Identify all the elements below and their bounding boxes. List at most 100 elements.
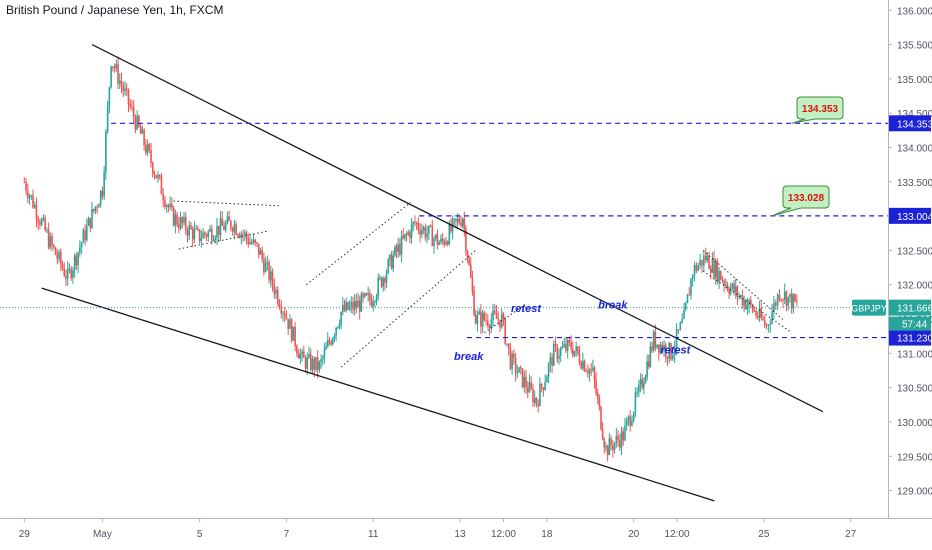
candle-body xyxy=(233,224,236,232)
candle-body xyxy=(256,242,258,244)
candle-body xyxy=(224,223,227,231)
candle-body xyxy=(520,367,522,369)
candle-body xyxy=(796,301,798,303)
candle-body xyxy=(179,217,182,229)
candle-body xyxy=(767,325,770,327)
candle-body xyxy=(415,222,418,224)
candle-body xyxy=(96,206,99,208)
candle-body xyxy=(455,218,457,222)
candle-body xyxy=(357,300,359,308)
candle-body xyxy=(92,209,95,212)
y-tick-label: 129.500 xyxy=(897,452,932,463)
candle-body xyxy=(217,225,220,235)
candle-body xyxy=(453,218,456,220)
candle-body xyxy=(481,312,484,327)
candle-body xyxy=(622,431,625,441)
candle-body xyxy=(219,218,222,235)
candle-body xyxy=(714,261,717,278)
candle-body xyxy=(526,387,529,393)
candle-body xyxy=(382,278,385,287)
candle-body xyxy=(197,228,199,230)
x-tick-label: 7 xyxy=(284,529,290,540)
candle-body xyxy=(596,393,599,399)
pattern-line xyxy=(702,270,791,332)
candle-body xyxy=(26,190,29,199)
candle-body xyxy=(240,233,243,238)
candle-body xyxy=(365,293,368,295)
candle-body xyxy=(686,294,689,304)
candle-body xyxy=(573,351,576,356)
candle-body xyxy=(577,346,579,354)
candle-body xyxy=(568,340,571,343)
candle-body xyxy=(326,340,329,347)
candle-body xyxy=(658,344,660,353)
candle-body xyxy=(636,392,638,394)
candle-body xyxy=(758,308,761,318)
candle-body xyxy=(402,235,405,239)
candle-body xyxy=(257,243,260,255)
candle-body xyxy=(278,303,281,308)
candle-body xyxy=(748,299,750,306)
price-level-label: 131.230 xyxy=(897,334,932,345)
candle-body xyxy=(162,193,164,201)
candle-body xyxy=(223,225,225,231)
candle-body xyxy=(157,174,159,179)
candle-body xyxy=(440,238,442,243)
trendline xyxy=(91,44,824,413)
candle-body xyxy=(141,129,144,134)
candle-body xyxy=(755,311,757,316)
candle-body xyxy=(535,397,538,404)
candle-body xyxy=(598,398,601,407)
candle-body xyxy=(516,372,519,374)
candle-body xyxy=(33,205,36,208)
candle-body xyxy=(136,115,138,130)
candle-body xyxy=(446,241,449,245)
y-tick-label: 129.000 xyxy=(897,487,932,498)
y-tick-label: 132.500 xyxy=(897,246,932,257)
pattern-line xyxy=(178,230,268,250)
candle-body xyxy=(792,294,795,309)
y-tick-label: 132.000 xyxy=(897,281,932,292)
candle-body xyxy=(480,311,482,327)
candle-body xyxy=(490,319,493,329)
candle-body xyxy=(296,346,298,354)
candle-body xyxy=(259,250,262,255)
candle-body xyxy=(120,80,123,86)
candle-body xyxy=(570,342,572,350)
candle-body xyxy=(544,382,546,390)
candle-body xyxy=(113,66,116,69)
last-price-label: 131.666 xyxy=(897,304,932,315)
candle-body xyxy=(639,379,642,385)
candle-body xyxy=(506,343,508,345)
x-tick-label: 12:00 xyxy=(665,529,690,540)
candle-body xyxy=(336,326,339,328)
candle-body xyxy=(656,344,658,348)
x-tick-label: 5 xyxy=(197,529,203,540)
target-callout xyxy=(791,96,844,124)
candle-body xyxy=(711,258,714,273)
candle-body xyxy=(603,439,606,448)
candle-body xyxy=(592,367,594,371)
candle-body xyxy=(404,233,406,239)
candle-body xyxy=(250,242,253,244)
candle-body xyxy=(122,85,125,92)
candle-body xyxy=(118,80,121,84)
candle-body xyxy=(56,254,59,259)
price-axis-panel xyxy=(888,0,932,550)
candle-body xyxy=(668,342,671,359)
candle-body xyxy=(355,301,358,308)
candle-body xyxy=(540,383,543,388)
candle-body xyxy=(728,290,730,294)
candle-body xyxy=(414,221,416,223)
candle-body xyxy=(565,343,567,351)
candle-body xyxy=(132,107,135,118)
candle-body xyxy=(428,225,430,234)
candle-body xyxy=(677,329,680,331)
candle-body xyxy=(362,293,364,297)
candle-body xyxy=(72,269,74,279)
candle-body xyxy=(733,283,735,293)
candle-body xyxy=(47,230,50,248)
candle-body xyxy=(287,318,289,329)
